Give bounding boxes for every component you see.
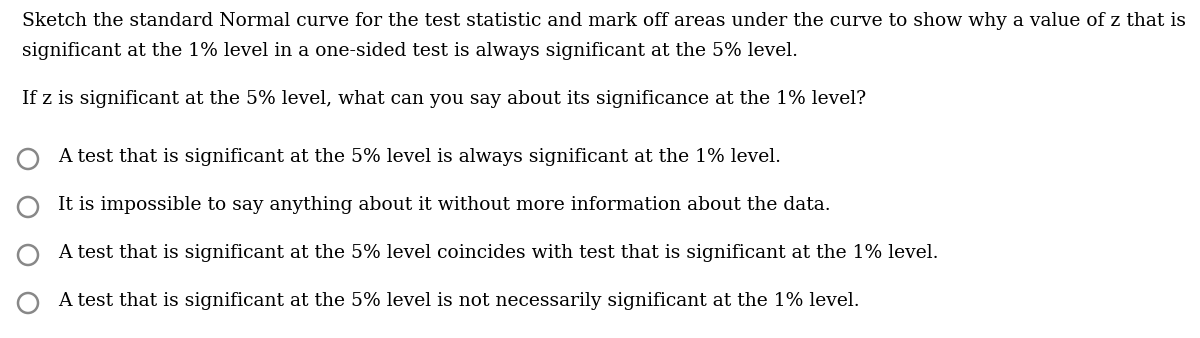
Text: significant at the 1% level in a one-sided test is always significant at the 5% : significant at the 1% level in a one-sid… [22,42,798,60]
Text: A test that is significant at the 5% level is not necessarily significant at the: A test that is significant at the 5% lev… [58,292,859,310]
Text: If z is significant at the 5% level, what can you say about its significance at : If z is significant at the 5% level, wha… [22,90,866,108]
Text: A test that is significant at the 5% level is always significant at the 1% level: A test that is significant at the 5% lev… [58,148,781,166]
Text: A test that is significant at the 5% level coincides with test that is significa: A test that is significant at the 5% lev… [58,244,938,262]
Text: Sketch the standard Normal curve for the test statistic and mark off areas under: Sketch the standard Normal curve for the… [22,12,1186,30]
Text: It is impossible to say anything about it without more information about the dat: It is impossible to say anything about i… [58,196,830,214]
